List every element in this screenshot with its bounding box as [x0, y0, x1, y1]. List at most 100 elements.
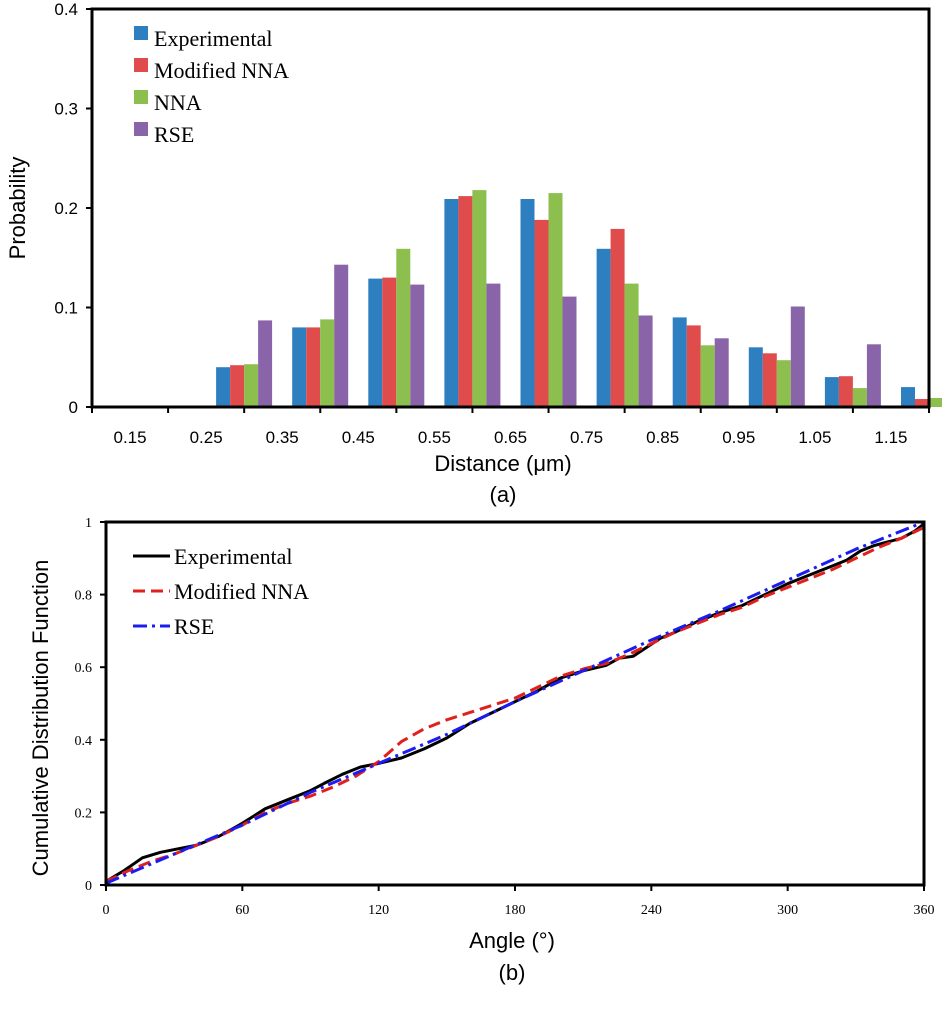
x-axis-label: Angle (°) [469, 928, 555, 953]
legend-label: RSE [154, 122, 194, 147]
x-tick-label: 0.65 [494, 428, 527, 447]
x-tick-label: 0.95 [722, 428, 755, 447]
bar-experimental [292, 327, 307, 407]
legend-label: Modified NNA [154, 58, 289, 83]
x-axis-label: Distance (μm) [434, 451, 571, 476]
bar-modified-nna [762, 353, 777, 407]
bar-experimental [216, 367, 231, 407]
x-tick-label: 120 [368, 903, 389, 918]
x-tick-label: 0.25 [190, 428, 223, 447]
x-axis-ticks: 0.15 0.25 0.35 0.45 0.55 0.65 0.75 0.85 0.95 1.05… [91, 407, 930, 447]
legend-label: Modified NNA [174, 579, 309, 604]
bar-rse [790, 306, 805, 407]
bar-nna [852, 388, 867, 407]
bar-experimental [596, 248, 611, 407]
plot-frame [90, 7, 931, 409]
x-tick-label: 0.55 [418, 428, 451, 447]
legend-swatch [134, 58, 148, 72]
legend: Experimental Modified NNA NNA RSE [134, 26, 289, 147]
y-axis-label: Cumulative Distribution Function [28, 560, 53, 877]
bar-nna [396, 248, 411, 407]
x-tick-label: 0.85 [646, 428, 679, 447]
bar-nna [472, 190, 487, 407]
y-tick-label: 0.3 [54, 100, 78, 119]
bar-experimental [520, 199, 535, 407]
legend-label: Experimental [174, 544, 293, 569]
x-tick-label: 0.45 [342, 428, 375, 447]
legend-label: RSE [174, 614, 214, 639]
y-tick-label: 0.4 [54, 0, 78, 19]
series-line-experimental [105, 522, 925, 883]
bar-experimental [444, 199, 459, 407]
legend-label: Experimental [154, 26, 273, 51]
bar-modified-nna [230, 365, 245, 407]
x-tick-label: 360 [914, 903, 935, 918]
bar-group [216, 190, 942, 407]
panel-label: (b) [499, 960, 526, 985]
series-line-rse [105, 520, 925, 885]
line-chart-panel: 0 0.2 0.4 0.6 0.8 1 0 60 120 180 240 300 360 Experi… [28, 516, 935, 985]
bar-nna [624, 283, 639, 407]
y-tick-label: 0.4 [75, 734, 93, 749]
y-tick-label: 1 [85, 516, 92, 531]
y-axis-ticks: 0 0.2 0.4 0.6 0.8 1 [75, 516, 106, 894]
bar-rse [714, 338, 729, 407]
bar-rse [866, 344, 881, 407]
bar-rse [638, 315, 653, 407]
bar-rse [562, 296, 577, 407]
y-axis-label: Probability [5, 157, 30, 260]
series-lines [105, 520, 925, 885]
legend-swatch [134, 122, 148, 136]
y-tick-label: 0.1 [54, 299, 78, 318]
bar-modified-nna [306, 327, 321, 407]
y-tick-label: 0.2 [75, 806, 93, 821]
x-tick-label: 300 [777, 903, 798, 918]
panel-label: (a) [490, 482, 517, 507]
bar-modified-nna [610, 228, 625, 407]
x-tick-label: 0 [103, 903, 110, 918]
bar-rse [258, 320, 273, 407]
legend: Experimental Modified NNA RSE [133, 544, 309, 639]
bar-nna [700, 345, 715, 407]
y-tick-label: 0.6 [75, 661, 93, 676]
bar-nna [320, 319, 335, 407]
plot-frame [104, 520, 926, 887]
bar-nna [929, 398, 942, 407]
legend-label: NNA [154, 90, 202, 115]
bar-modified-nna [382, 277, 397, 407]
bar-experimental [672, 317, 687, 407]
x-tick-label: 240 [641, 903, 662, 918]
x-tick-label: 1.05 [798, 428, 831, 447]
bar-modified-nna [686, 325, 701, 407]
y-tick-label: 0 [85, 879, 92, 894]
legend-swatch [134, 90, 148, 104]
bar-nna [548, 193, 563, 407]
bar-rse [334, 264, 349, 407]
x-tick-label: 0.35 [266, 428, 299, 447]
x-tick-label: 0.75 [570, 428, 603, 447]
bar-modified-nna [534, 219, 549, 407]
y-tick-label: 0.2 [54, 199, 78, 218]
bar-rse [410, 284, 425, 407]
x-axis-ticks: 0 60 120 180 240 300 360 [103, 885, 935, 918]
bar-nna [244, 364, 259, 407]
x-tick-label: 60 [235, 903, 249, 918]
x-tick-label: 1.15 [874, 428, 907, 447]
x-tick-label: 180 [505, 903, 526, 918]
bar-rse [486, 283, 501, 407]
bar-modified-nna [915, 399, 929, 407]
bar-chart-panel: 00.10.20.30.4 0.15 0.25 0.35 0.45 0.55 0.65 0.… [5, 0, 942, 507]
bar-modified-nna [838, 376, 853, 407]
y-tick-label: 0 [69, 398, 78, 417]
y-tick-label: 0.8 [75, 589, 93, 604]
x-tick-label: 0.15 [113, 428, 146, 447]
bar-nna [776, 360, 791, 407]
bar-experimental [824, 377, 839, 407]
bar-experimental [901, 387, 915, 407]
legend-swatch [134, 26, 148, 40]
y-axis-ticks: 0 0.1 0.2 0.3 0.4 [54, 0, 92, 417]
bar-modified-nna [458, 196, 473, 407]
bar-experimental [748, 347, 763, 407]
bar-experimental [368, 278, 383, 407]
